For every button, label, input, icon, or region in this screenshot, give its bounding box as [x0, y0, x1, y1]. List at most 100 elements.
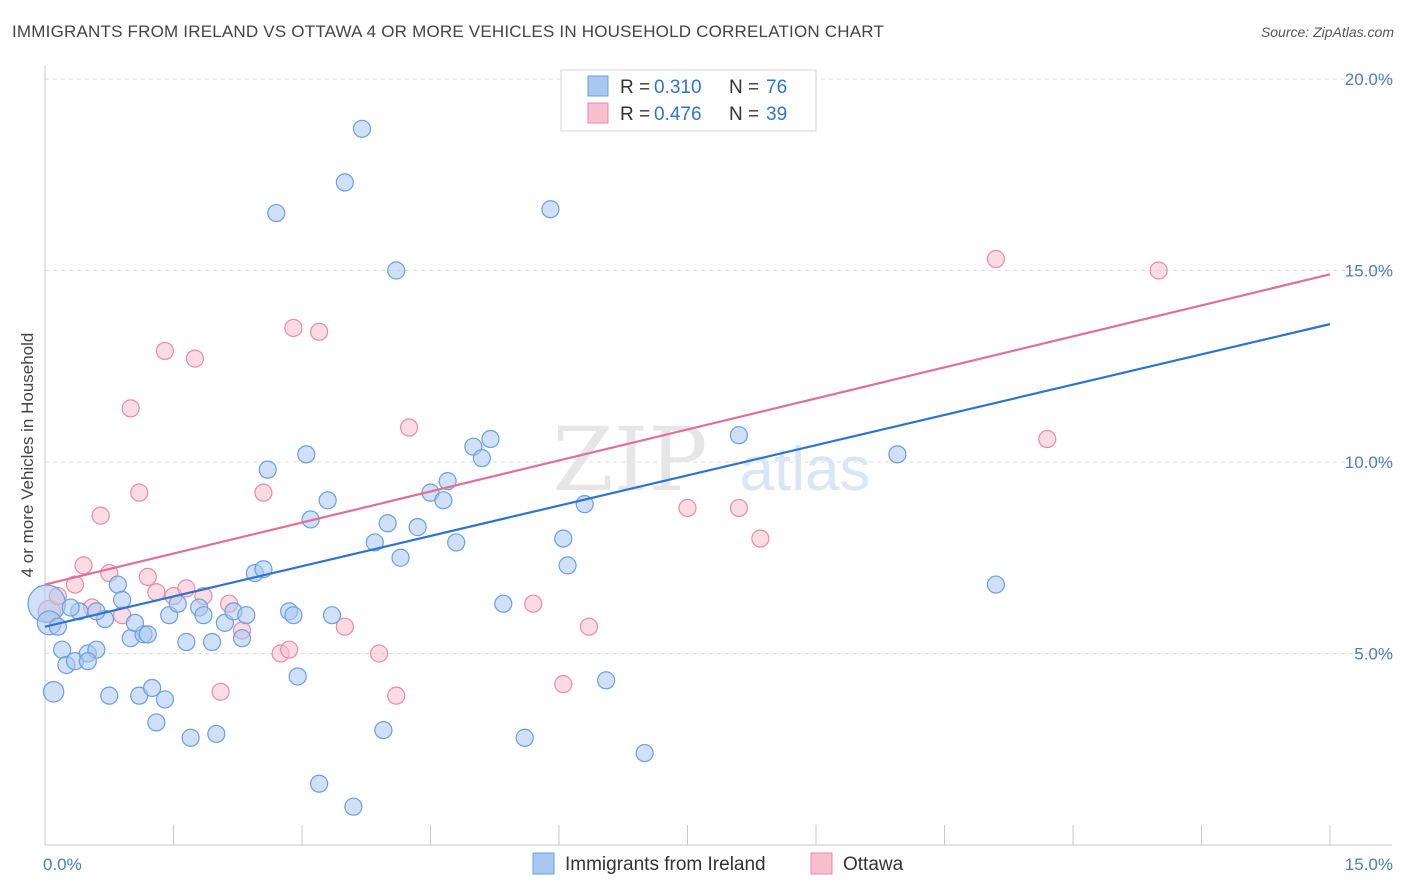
ireland-point-34	[288, 667, 307, 686]
ireland-point-24	[202, 632, 222, 652]
ottawa-point-20	[254, 483, 273, 502]
stats-n-value-pink: 39	[766, 104, 787, 125]
axes	[44, 66, 1392, 846]
ireland-point-21	[177, 632, 196, 652]
x-tick-label-0: 0.0%	[43, 855, 82, 874]
ireland-point-73	[138, 625, 157, 644]
ireland-point-52	[447, 533, 466, 552]
ottawa-point-26	[370, 644, 389, 663]
ottawa-point-3	[74, 556, 93, 575]
series-legend-swatch-blue	[532, 852, 555, 875]
ottawa-point-29	[524, 594, 543, 613]
stats-r-label-blue: R =	[620, 77, 650, 98]
ireland-point-66	[986, 575, 1006, 594]
ottawa-point-32	[678, 498, 697, 518]
ireland-point-55	[481, 429, 500, 449]
ireland-point-69	[87, 602, 106, 621]
ireland-point-64	[729, 426, 749, 445]
series-legend-label-blue: Immigrants from Ireland	[565, 854, 766, 875]
ireland-point-37	[310, 774, 329, 793]
ireland-point-45	[378, 514, 397, 533]
ireland-point-50	[434, 491, 453, 510]
stats-legend: R = 0.310 N = 76 R = 0.476 N = 39	[560, 69, 817, 132]
tick-labels: 5.0% 10.0% 15.0% 20.0% 0.0% 15.0%	[43, 70, 1393, 874]
stats-legend-swatch-blue	[587, 75, 609, 97]
ireland-point-65	[888, 445, 907, 464]
gridlines	[45, 78, 1392, 654]
ottawa-point-2	[65, 575, 85, 594]
ireland-trend-line	[44, 323, 1331, 628]
ireland-point-25	[207, 724, 226, 744]
ottawa-point-22	[280, 640, 299, 659]
source-credit: Source: ZipAtlas.com	[1260, 24, 1394, 40]
stats-r-label-pink: R =	[620, 104, 650, 125]
ireland-point-32	[267, 203, 286, 223]
trend-lines	[44, 273, 1331, 628]
series-legend-swatch-pink	[810, 852, 833, 875]
ottawa-point-5	[91, 506, 110, 525]
ireland-point-31	[258, 460, 277, 479]
ireland-point-68	[237, 606, 256, 625]
ottawa-point-10	[138, 567, 157, 587]
ireland-point-56	[494, 594, 513, 613]
ireland-point-43	[365, 533, 384, 552]
y-tick-label-0: 5.0%	[1354, 645, 1393, 664]
series-legend-label-pink: Ottawa	[843, 854, 904, 875]
ottawa-point-31	[579, 617, 599, 636]
ireland-point-71	[284, 606, 303, 625]
ireland-point-75	[48, 617, 67, 636]
ottawa-point-28	[399, 418, 419, 437]
ireland-point-38	[318, 491, 337, 510]
ottawa-point-27	[387, 686, 406, 705]
x-tick-label-1: 15.0%	[1345, 855, 1393, 874]
ireland-point-74	[61, 598, 80, 617]
ireland-point-59	[554, 529, 573, 548]
ireland-point-22	[181, 728, 200, 747]
series-legend: Immigrants from Ireland Ottawa	[532, 852, 904, 875]
ireland-point-48	[408, 518, 427, 537]
ottawa-point-36	[986, 249, 1006, 269]
watermark-zip: ZIP	[552, 408, 707, 511]
ireland-point-70	[194, 606, 213, 625]
ireland-point-57	[515, 728, 534, 747]
ireland-point-60	[558, 556, 577, 575]
ottawa-trend-line	[44, 273, 1331, 586]
ireland-point-62	[597, 671, 616, 690]
ireland-point-46	[391, 548, 410, 567]
ireland-point-16	[142, 678, 162, 698]
ireland-point-10	[100, 686, 119, 705]
y-tick-label-3: 20.0%	[1345, 70, 1393, 89]
ottawa-point-17	[211, 682, 230, 701]
ireland-point-18	[155, 690, 175, 709]
ottawa-point-15	[185, 349, 205, 368]
watermark: ZIP atlas	[552, 408, 870, 511]
stats-r-value-blue: 0.310	[654, 77, 702, 98]
ireland-point-28	[232, 629, 252, 648]
ireland-point-47	[387, 261, 406, 280]
ireland-point-2	[42, 680, 65, 703]
ireland-point-42	[352, 119, 372, 138]
ireland-point-39	[322, 606, 342, 625]
stats-legend-swatch-pink	[587, 102, 609, 124]
ireland-point-40	[335, 173, 354, 192]
ireland-point-35	[297, 445, 316, 464]
ireland-point-41	[344, 797, 363, 816]
ottawa-point-38	[1149, 261, 1168, 280]
y-tick-label-2: 15.0%	[1345, 262, 1393, 281]
y-tick-label-1: 10.0%	[1345, 453, 1393, 472]
ireland-point-44	[374, 720, 393, 740]
ireland-point-54	[472, 449, 491, 468]
stats-n-label-blue: N =	[729, 77, 759, 98]
ireland-point-63	[635, 743, 654, 763]
ottawa-point-9	[130, 483, 149, 502]
chart-title: IMMIGRANTS FROM IRELAND VS OTTAWA 4 OR M…	[12, 22, 885, 41]
ireland-point-12	[112, 590, 132, 609]
ireland-point-58	[541, 200, 560, 219]
ottawa-point-23	[284, 318, 303, 338]
ottawa-point-12	[155, 341, 175, 361]
ottawa-point-34	[751, 529, 770, 548]
ireland-point-67	[125, 613, 145, 632]
stats-n-label-pink: N =	[729, 104, 759, 125]
ottawa-point-33	[729, 498, 749, 518]
ottawa-point-37	[1038, 429, 1057, 449]
